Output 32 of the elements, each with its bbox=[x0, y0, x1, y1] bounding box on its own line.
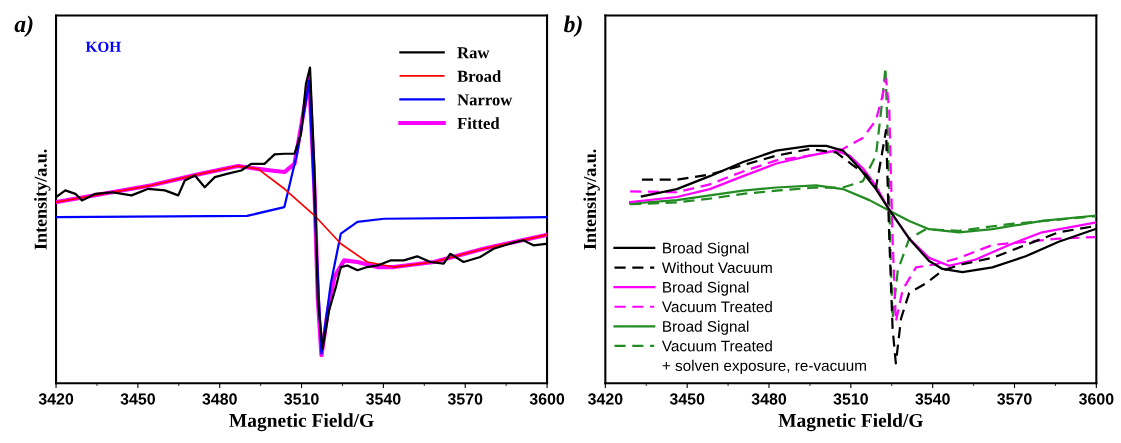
x-tick-label: 3420 bbox=[38, 393, 74, 405]
chart-title: b) bbox=[563, 15, 582, 37]
x-tick-label: 3450 bbox=[120, 393, 155, 405]
x-tick-label: 3450 bbox=[669, 393, 705, 405]
x-tick-label: 3540 bbox=[915, 393, 950, 405]
x-tick-label: 3600 bbox=[529, 393, 565, 405]
legend-label: Broad Signal bbox=[663, 281, 749, 296]
legend-label: Broad Signal bbox=[663, 320, 749, 335]
x-axis-title: Magnetic Field/G bbox=[229, 413, 374, 432]
x-tick-label: 3600 bbox=[1078, 393, 1114, 405]
x-tick-label: 3480 bbox=[202, 393, 237, 405]
legend-label: Narrow bbox=[457, 94, 513, 106]
legend-label: Broad Signal bbox=[663, 242, 749, 257]
x-tick-label: 3540 bbox=[365, 393, 401, 405]
x-tick-label: 3570 bbox=[447, 393, 483, 405]
legend-label: Without Vacuum bbox=[661, 261, 772, 274]
x-tick-label: 3570 bbox=[997, 393, 1032, 405]
x-tick-label: 3510 bbox=[284, 393, 319, 405]
annotation: + solven exposure, re-vacuum bbox=[662, 359, 866, 375]
legend-label: Vacuum Treated bbox=[661, 340, 772, 352]
legend-label: Raw bbox=[457, 47, 490, 59]
text: KOH bbox=[85, 41, 121, 52]
legend-label: Fitted bbox=[457, 117, 500, 130]
x-tick-label: 3420 bbox=[587, 393, 623, 405]
x-tick-label: 3510 bbox=[833, 393, 868, 405]
x-axis-title: Magnetic Field/G bbox=[778, 413, 923, 432]
y-axis-title: Intensity/a.u. bbox=[34, 149, 51, 250]
y-axis-title: Intensity/a.u. bbox=[583, 149, 600, 250]
chart-title: a) bbox=[14, 15, 33, 37]
legend-label: Broad bbox=[457, 70, 502, 82]
x-tick-label: 3480 bbox=[751, 393, 787, 405]
legend-label: Vacuum Treated bbox=[661, 301, 772, 313]
